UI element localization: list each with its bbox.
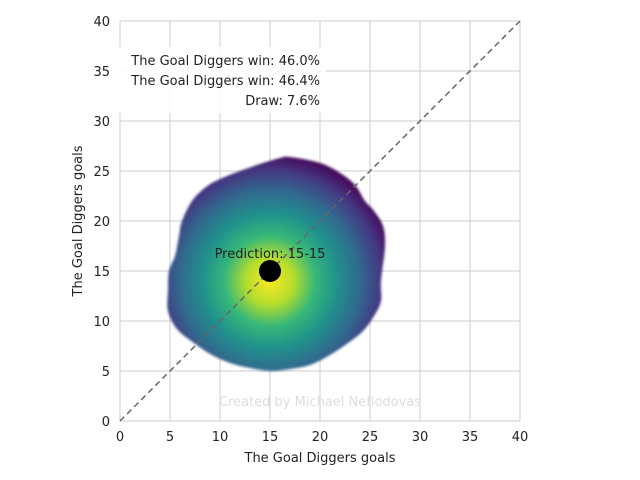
y-axis-label: The Goal Diggers goals xyxy=(71,145,86,297)
prediction-label: Prediction: 15-15 xyxy=(215,247,326,262)
y-tick-label: 15 xyxy=(93,265,110,280)
y-tick-label: 30 xyxy=(93,115,110,130)
prediction-point xyxy=(259,260,281,282)
x-tick-label: 25 xyxy=(362,430,379,445)
legend-background xyxy=(114,47,326,113)
x-tick-label: 35 xyxy=(462,430,479,445)
legend-line-home-win: The Goal Diggers win: 46.0% xyxy=(130,54,320,69)
outcome-legend: The Goal Diggers win: 46.0% The Goal Dig… xyxy=(114,47,326,113)
y-tick-label: 5 xyxy=(102,365,110,380)
y-tick-label: 10 xyxy=(93,315,110,330)
y-tick-label: 20 xyxy=(93,215,110,230)
y-tick-label: 25 xyxy=(93,165,110,180)
y-tick-label: 35 xyxy=(93,65,110,80)
y-tick-label: 40 xyxy=(93,15,110,30)
x-tick-label: 20 xyxy=(312,430,329,445)
watermark: Created by Michael Nefiodovas xyxy=(219,395,421,410)
x-tick-label: 0 xyxy=(116,430,124,445)
y-tick-label: 0 xyxy=(102,415,110,430)
diagonal-line xyxy=(119,20,521,422)
x-tick-label: 40 xyxy=(512,430,529,445)
legend-line-away-win: The Goal Diggers win: 46.4% xyxy=(130,74,320,89)
x-tick-label: 15 xyxy=(262,430,279,445)
x-tick-label: 10 xyxy=(212,430,229,445)
x-tick-label: 5 xyxy=(166,430,174,445)
legend-line-draw: Draw: 7.6% xyxy=(245,94,320,109)
x-tick-label: 30 xyxy=(412,430,429,445)
x-axis-label: The Goal Diggers goals xyxy=(244,451,396,466)
axis-ticks: 00 5 5 10 10 15 15 20 20 25 25 30 30 35 35 40 40 xyxy=(93,15,528,445)
